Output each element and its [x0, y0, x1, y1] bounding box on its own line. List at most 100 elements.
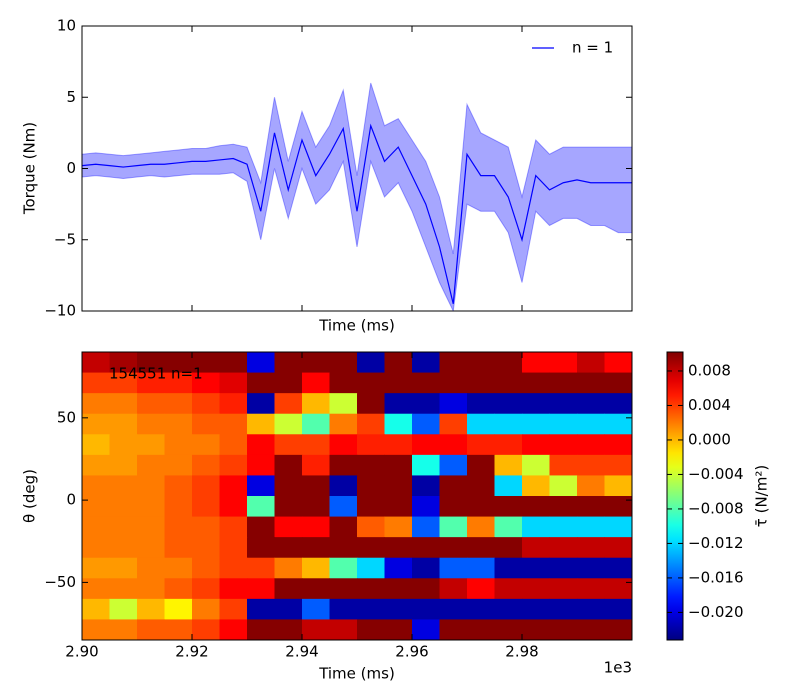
heatmap-cell — [549, 413, 578, 435]
heatmap-cell — [549, 516, 578, 538]
heatmap-cell — [219, 475, 248, 497]
y-tick-label: −50 — [44, 573, 76, 591]
heatmap-cell — [82, 619, 110, 640]
heatmap-cell — [439, 352, 468, 374]
heatmap-cell — [247, 454, 275, 476]
heatmap-cell — [577, 475, 605, 497]
heatmap-cell — [522, 393, 550, 415]
heatmap-cell — [164, 578, 193, 600]
heatmap-cell — [137, 413, 165, 435]
heatmap-cell — [329, 352, 358, 374]
heatmap-cell — [274, 516, 303, 538]
heatmap-cell — [219, 413, 248, 435]
heatmap-cell — [494, 434, 523, 456]
heatmap-cell — [357, 516, 385, 538]
heatmap-cell — [109, 598, 138, 620]
heatmap-cell — [412, 352, 440, 374]
heatmap-cell — [137, 516, 165, 538]
heatmap-cell — [577, 413, 605, 435]
heatmap-cell — [604, 475, 632, 497]
plot-area — [82, 82, 632, 311]
heatmap-cell — [439, 393, 468, 415]
heatmap-cell — [329, 372, 358, 394]
heatmap-cell — [329, 516, 358, 538]
heatmap-cell — [604, 578, 632, 600]
heatmap-cell — [384, 434, 413, 456]
heatmap-cell — [384, 578, 413, 600]
heatmap-cell — [467, 496, 495, 518]
heatmap-cell — [302, 475, 330, 497]
heatmap-cell — [494, 557, 523, 579]
heatmap-cell — [549, 619, 578, 640]
heatmap-cell — [164, 496, 193, 518]
heatmap-cell — [412, 434, 440, 456]
heatmap-cell — [192, 578, 220, 600]
heatmap-cell — [329, 537, 358, 559]
heatmap-cell — [247, 537, 275, 559]
heatmap-cell — [164, 352, 193, 374]
heatmap-cell — [329, 475, 358, 497]
colorbar-tick-label: −0.008 — [688, 499, 744, 517]
data-line — [82, 123, 632, 305]
heatmap-cell — [274, 578, 303, 600]
heatmap-cell — [82, 557, 110, 579]
heatmap-cell — [577, 393, 605, 415]
heatmap-cell — [192, 454, 220, 476]
heatmap-cell — [577, 557, 605, 579]
heatmap-cell — [329, 598, 358, 620]
heatmap-cell — [274, 372, 303, 394]
heatmap-cell — [109, 372, 138, 394]
colorbar-tick-label: −0.020 — [688, 603, 744, 621]
y-axis-label: θ (deg) — [21, 469, 39, 523]
heatmap-cell — [164, 393, 193, 415]
heatmap-cell — [577, 516, 605, 538]
heatmap-cell — [439, 434, 468, 456]
colorbar-label: τ̄ (N/m²) — [753, 465, 771, 527]
heatmap-cell — [247, 434, 275, 456]
heatmap-cell — [412, 496, 440, 518]
y-tick-label: 0 — [66, 491, 76, 509]
heatmap-cell — [357, 557, 385, 579]
heatmap-cell — [274, 434, 303, 456]
heatmap-cell — [357, 393, 385, 415]
heatmap-cell — [384, 454, 413, 476]
heatmap-cell — [604, 393, 632, 415]
y-tick-label: 0 — [66, 159, 76, 177]
heatmap-cell — [192, 393, 220, 415]
heatmap-cell — [604, 434, 632, 456]
heatmap-cell — [302, 516, 330, 538]
heatmap-cell — [302, 619, 330, 640]
heatmap-cell — [522, 434, 550, 456]
heatmap-cell — [412, 598, 440, 620]
y-tick-label: 10 — [57, 17, 76, 35]
heatmap-cell — [192, 496, 220, 518]
heatmap-cell — [219, 578, 248, 600]
heatmap-cell — [302, 578, 330, 600]
heatmap-cell — [384, 619, 413, 640]
colorbar-tick-label: −0.016 — [688, 568, 744, 586]
heatmap-cell — [219, 496, 248, 518]
heatmap-cell — [412, 413, 440, 435]
x-tick-label: 2.96 — [395, 643, 428, 661]
heatmap-cell — [577, 578, 605, 600]
heatmap-cell — [357, 454, 385, 476]
heatmap-cell — [137, 475, 165, 497]
heatmap-cell — [577, 537, 605, 559]
heatmap-cell — [357, 352, 385, 374]
heatmap-cell — [82, 496, 110, 518]
heatmap-cell — [549, 496, 578, 518]
heatmap-cell — [247, 393, 275, 415]
heatmap-cell — [274, 393, 303, 415]
heatmap-cell — [192, 598, 220, 620]
heatmap-cell — [357, 475, 385, 497]
heatmap-cell — [494, 352, 523, 374]
heatmap-cell — [577, 372, 605, 394]
y-tick-label: −10 — [44, 302, 76, 320]
x-tick-label: 2.92 — [175, 643, 208, 661]
heatmap-cell — [274, 598, 303, 620]
heatmap-cell — [384, 393, 413, 415]
heatmap-cell — [357, 598, 385, 620]
heatmap-cell — [439, 619, 468, 640]
heatmap-cell — [412, 557, 440, 579]
heatmap-cell — [494, 619, 523, 640]
